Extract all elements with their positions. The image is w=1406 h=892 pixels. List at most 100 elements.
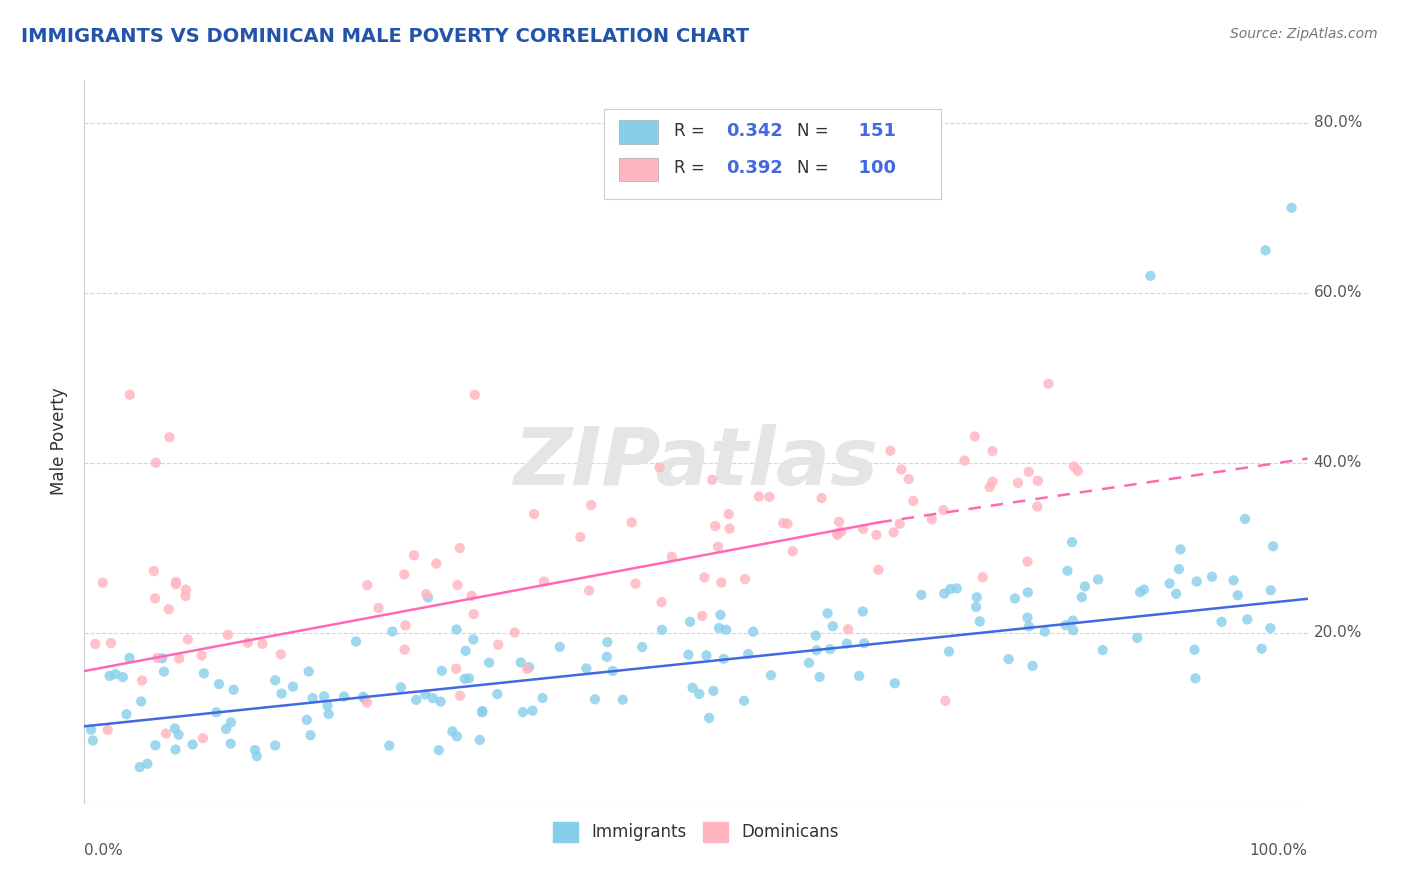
Point: [191, 648, 214, 663]
Point: [1159, 576, 1181, 591]
Point: [270, 648, 292, 662]
Point: [1261, 539, 1284, 553]
Point: [446, 730, 468, 744]
Point: [219, 737, 242, 751]
Point: [808, 670, 831, 684]
Point: [454, 672, 477, 686]
Point: [848, 669, 870, 683]
Point: [1236, 612, 1258, 626]
Point: [463, 632, 485, 647]
Point: [709, 607, 731, 622]
Point: [1054, 618, 1077, 632]
Point: [318, 706, 340, 721]
Point: [299, 728, 322, 742]
Point: [710, 575, 733, 590]
Point: [1056, 564, 1078, 578]
Text: 151: 151: [846, 122, 897, 140]
Point: [1038, 376, 1060, 391]
Point: [1234, 512, 1257, 526]
Point: [1185, 574, 1208, 589]
Point: [454, 644, 477, 658]
Point: [810, 491, 832, 505]
Point: [153, 665, 176, 679]
Point: [98, 669, 121, 683]
Point: [427, 743, 450, 757]
Point: [471, 704, 494, 718]
Point: [966, 591, 988, 605]
Point: [772, 516, 794, 530]
Point: [430, 664, 453, 678]
Point: [1004, 591, 1026, 606]
Point: [523, 507, 546, 521]
Point: [115, 707, 138, 722]
Point: [413, 687, 436, 701]
FancyBboxPatch shape: [619, 120, 658, 144]
Point: [517, 660, 540, 674]
Text: 100: 100: [846, 160, 897, 178]
Point: [651, 595, 673, 609]
Point: [1067, 464, 1090, 478]
Point: [264, 673, 287, 688]
Point: [828, 515, 851, 529]
Point: [131, 673, 153, 688]
Point: [181, 738, 204, 752]
Point: [1026, 500, 1049, 514]
Point: [733, 694, 755, 708]
Point: [707, 540, 730, 554]
Point: [100, 636, 122, 650]
Point: [1126, 631, 1149, 645]
Point: [704, 519, 727, 533]
Point: [713, 652, 735, 666]
Text: 20.0%: 20.0%: [1313, 625, 1362, 640]
Point: [612, 692, 634, 706]
Point: [84, 637, 107, 651]
Text: N =: N =: [797, 122, 834, 140]
Point: [128, 760, 150, 774]
Text: R =: R =: [673, 160, 710, 178]
Point: [142, 564, 165, 578]
Point: [852, 605, 875, 619]
Point: [1017, 610, 1039, 624]
Point: [457, 671, 479, 685]
Point: [146, 651, 169, 665]
Point: [425, 557, 447, 571]
Point: [129, 694, 152, 708]
Point: [378, 739, 401, 753]
Point: [1033, 624, 1056, 639]
FancyBboxPatch shape: [605, 109, 941, 200]
Point: [782, 544, 804, 558]
Point: [825, 526, 848, 541]
Point: [167, 651, 190, 665]
Point: [890, 462, 912, 476]
Text: 0.0%: 0.0%: [84, 843, 124, 857]
Point: [697, 711, 720, 725]
Point: [758, 490, 780, 504]
Point: [270, 687, 292, 701]
Point: [402, 549, 425, 563]
Point: [97, 723, 120, 737]
Point: [352, 690, 374, 704]
Point: [80, 723, 103, 737]
Point: [1139, 268, 1161, 283]
Point: [583, 692, 606, 706]
Point: [1062, 624, 1084, 638]
Point: [252, 637, 274, 651]
Point: [1026, 474, 1049, 488]
Point: [512, 705, 534, 719]
Point: [934, 694, 956, 708]
Point: [314, 690, 336, 704]
Point: [679, 615, 702, 629]
Point: [177, 632, 200, 647]
Point: [1167, 562, 1189, 576]
Text: N =: N =: [797, 160, 834, 178]
Point: [1254, 244, 1277, 258]
Point: [827, 528, 849, 542]
Point: [631, 640, 654, 654]
Point: [939, 582, 962, 596]
Point: [818, 642, 841, 657]
Point: [531, 691, 554, 706]
Point: [449, 689, 471, 703]
Point: [441, 724, 464, 739]
Point: [979, 480, 1001, 494]
Point: [460, 589, 482, 603]
